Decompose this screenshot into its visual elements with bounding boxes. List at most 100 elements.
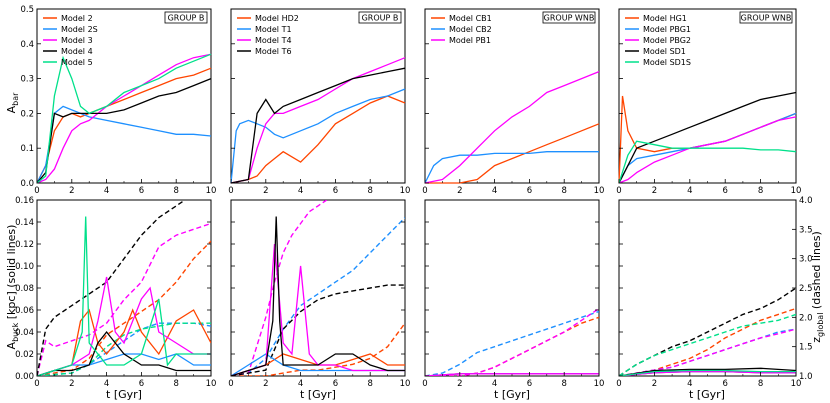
abar-group-b-1-group-label: GROUP B — [168, 14, 205, 23]
panel-abar-group-b-1: Model 2 Model 2S Model 3 Model 4 Model 5 GROU… — [36, 8, 212, 184]
abar-group-wnb-1-xtick-label-10: 10 — [594, 186, 605, 196]
abuck-group-wnb-2-r-ytick-label-3: 2.5 — [799, 284, 813, 294]
abuck-group-b-1-ytick-label-6: 0.12 — [15, 240, 34, 250]
abar-group-b-1-ytick-label-0: 0.0 — [20, 179, 34, 189]
abar-group-b-1-series-4 — [36, 53, 212, 184]
abar-group-b-1-ytick-label-1: 0.1 — [20, 144, 34, 154]
abar-group-wnb-1-group-box — [542, 11, 596, 24]
abuck-group-wnb-1-xtick-label-10: 10 — [594, 379, 605, 389]
abar-group-b-2-xtick-label-6: 6 — [333, 186, 338, 196]
abar-group-wnb-2-xtick-label-0: 0 — [616, 186, 621, 196]
abuck-group-wnb-1-xtick-label-6: 6 — [527, 379, 532, 389]
panels: Model 2 Model 2S Model 3 Model 4 Model 5 GROU… — [15, 5, 812, 389]
abar-group-wnb-2-legend-label-4: Model SD1S — [643, 58, 691, 67]
abuck-group-b-1-dashed-4 — [37, 322, 211, 376]
abuck-group-wnb-2-xtick-label-0: 0 — [616, 379, 621, 389]
abuck-group-wnb-1-dashed-1 — [425, 310, 599, 376]
abuck-group-b-1-solid-4 — [37, 216, 211, 376]
abar-group-wnb-1-xtick-label-0: 0 — [422, 186, 427, 196]
abar-group-b-1-ytick-label-3: 0.3 — [20, 75, 34, 85]
abuck-group-b-1-xtick-label-8: 8 — [173, 379, 178, 389]
abar-group-wnb-2-xtick-label-2: 2 — [652, 186, 657, 196]
abuck-group-b-1-xtick-label-6: 6 — [139, 379, 144, 389]
abuck-group-wnb-2-r-ytick-label-5: 3.5 — [799, 225, 813, 235]
x-label-4: t [Gyr] — [689, 388, 725, 401]
abar-group-b-2-xtick-label-0: 0 — [228, 186, 233, 196]
abuck-group-wnb-1-dashed-2 — [425, 307, 599, 376]
abar-group-wnb-2-series-0 — [618, 95, 797, 184]
abuck-group-b-1-solid-2 — [37, 276, 211, 376]
abar-group-b-2-xtick-label-10: 10 — [400, 186, 411, 196]
abuck-group-b-2-solid-3 — [231, 216, 405, 376]
abar-group-b-2-xtick-label-2: 2 — [263, 186, 268, 196]
abar-group-wnb-2-legend-label-2: Model PBG2 — [643, 36, 691, 45]
abar-group-wnb-2-group-label: GROUP WNB — [741, 14, 792, 23]
abuck-group-wnb-1-xtick-label-8: 8 — [561, 379, 566, 389]
abuck-group-wnb-1-solid-2 — [425, 373, 599, 376]
abar-group-b-1-series-3 — [36, 77, 212, 184]
abar-group-b-2-xtick-label-8: 8 — [367, 186, 372, 196]
abar-group-wnb-2-legend-label-3: Model SD1 — [643, 47, 686, 56]
abuck-group-b-1-ytick-label-5: 0.10 — [15, 262, 34, 272]
abar-group-wnb-1-xtick-label-2: 2 — [457, 186, 462, 196]
abuck-group-b-1-ytick-label-1: 0.02 — [15, 350, 34, 360]
abar-group-b-1-series-2 — [36, 53, 212, 184]
abuck-group-wnb-2-solid-2 — [619, 370, 796, 376]
abuck-group-b-2-dashed-0 — [231, 322, 405, 376]
abar-group-b-1-legend-label-4: Model 5 — [61, 58, 93, 67]
abuck-group-b-1-ytick-label-2: 0.04 — [15, 328, 34, 338]
abuck-group-wnb-2-r-ytick-label-6: 4.0 — [799, 196, 813, 206]
abar-group-wnb-1-xtick-label-4: 4 — [492, 186, 497, 196]
abar-group-wnb-1-xtick-label-8: 8 — [561, 186, 566, 196]
abuck-group-b-2-dashed-3 — [231, 284, 405, 376]
panel-abar-group-wnb-2: Model HG1 Model PBG1 Model PBG2 Model SD1 Mo… — [618, 8, 797, 184]
abar-group-b-1-xtick-label-6: 6 — [139, 186, 144, 196]
abar-group-b-1-ytick-label-4: 0.4 — [20, 40, 34, 50]
abuck-group-b-2-xtick-label-4: 4 — [298, 379, 303, 389]
abar-group-b-2-series-1 — [230, 88, 406, 184]
abar-group-b-2-legend-label-3: Model T6 — [255, 47, 292, 56]
abuck-group-b-2-xtick-label-2: 2 — [263, 379, 268, 389]
abuck-group-wnb-2-dashed-2 — [619, 328, 796, 376]
abar-group-wnb-1-legend-label-0: Model CB1 — [449, 14, 492, 23]
x-label-1: t [Gyr] — [106, 388, 142, 401]
abuck-group-b-1-frame — [36, 199, 212, 377]
y-label-right: zglobal (dashed lines) — [810, 231, 825, 343]
abuck-group-wnb-2-dashed-4 — [619, 313, 796, 376]
abuck-group-b-2-xtick-label-0: 0 — [228, 379, 233, 389]
abuck-group-b-1-ytick-label-7: 0.14 — [15, 218, 34, 228]
abar-group-wnb-1-series-0 — [425, 123, 600, 184]
abuck-group-b-1-dashed-0 — [37, 240, 211, 376]
y-label-top: Abar — [5, 92, 20, 114]
abuck-group-wnb-2-xtick-label-2: 2 — [652, 379, 657, 389]
abuck-group-b-2-dashed-1 — [231, 217, 405, 376]
abar-group-wnb-2-series-3 — [618, 91, 797, 184]
abar-group-wnb-2-group-box — [739, 11, 793, 24]
abar-group-wnb-2-legend-label-0: Model HG1 — [643, 14, 687, 23]
abuck-group-wnb-2-r-ytick-label-2: 2.0 — [799, 313, 813, 323]
abuck-group-b-1-solid-3 — [37, 330, 211, 376]
abar-group-wnb-2-xtick-label-4: 4 — [687, 186, 692, 196]
abuck-group-b-2-dashed-2 — [231, 200, 328, 376]
abar-group-b-2-series-2 — [230, 57, 406, 184]
abuck-group-b-2-xtick-label-6: 6 — [333, 379, 338, 389]
abar-group-b-2-xtick-label-4: 4 — [298, 186, 303, 196]
abar-group-b-1-xtick-label-10: 10 — [206, 186, 217, 196]
abar-group-wnb-2-xtick-label-8: 8 — [758, 186, 763, 196]
abuck-group-wnb-2-r-ytick-label-1: 1.5 — [799, 343, 813, 353]
abuck-group-b-1-ytick-label-3: 0.06 — [15, 306, 34, 316]
abuck-group-b-1-xtick-label-0: 0 — [34, 379, 39, 389]
abuck-group-b-1-xtick-label-2: 2 — [69, 379, 74, 389]
panel-abuck-group-b-2 — [230, 199, 406, 377]
abuck-group-wnb-2-solid-3 — [619, 367, 796, 376]
abuck-group-wnb-2-solid-4 — [619, 369, 796, 376]
abar-group-b-2-group-label: GROUP B — [362, 14, 399, 23]
abar-group-b-1-legend-label-2: Model 3 — [61, 36, 93, 45]
abar-group-b-2-series-0 — [230, 95, 406, 184]
abar-group-wnb-1-series-2 — [424, 70, 600, 184]
abar-group-wnb-1-legend-label-1: Model CB2 — [449, 25, 492, 34]
abar-group-wnb-2-xtick-label-10: 10 — [791, 186, 802, 196]
abar-group-b-1-legend-label-3: Model 4 — [61, 47, 93, 56]
abuck-group-wnb-2-xtick-label-4: 4 — [687, 379, 692, 389]
